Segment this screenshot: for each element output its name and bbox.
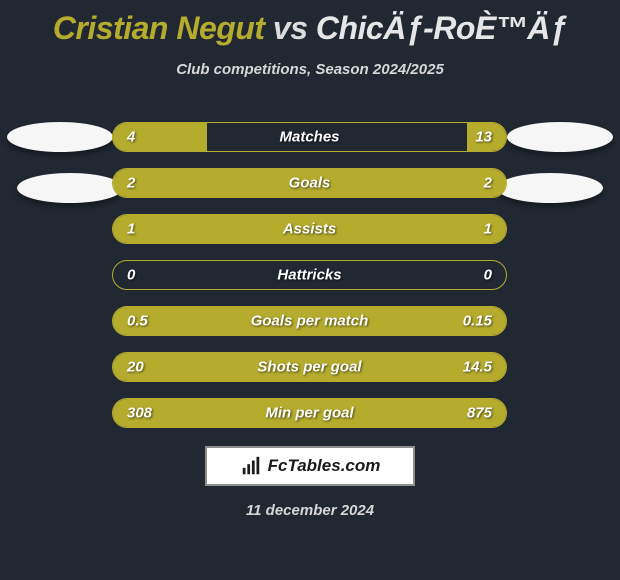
- stat-row: 0.5 0.15 Goals per match: [112, 306, 507, 336]
- bar-right: [310, 215, 507, 243]
- stat-row: 4 13 Matches: [112, 122, 507, 152]
- stat-row: 0 0 Hattricks: [112, 260, 507, 290]
- subtitle: Club competitions, Season 2024/2025: [0, 61, 620, 78]
- value-left: 2: [127, 175, 135, 192]
- player2-badge-oval-bottom: [497, 173, 603, 203]
- value-left: 308: [127, 405, 152, 422]
- stat-label: Matches: [279, 129, 339, 146]
- bar-left: [113, 169, 310, 197]
- value-left: 1: [127, 221, 135, 238]
- stat-row: 308 875 Min per goal: [112, 398, 507, 428]
- chart-icon: [240, 455, 262, 477]
- value-right: 875: [467, 405, 492, 422]
- date-label: 11 december 2024: [246, 502, 374, 519]
- stat-row: 2 2 Goals: [112, 168, 507, 198]
- value-right: 14.5: [463, 359, 492, 376]
- player1-name: Cristian Negut: [53, 10, 265, 46]
- player1-badge-oval-bottom: [17, 173, 123, 203]
- brand-badge: FcTables.com: [205, 446, 415, 486]
- value-left: 0: [127, 267, 135, 284]
- stat-row: 20 14.5 Shots per goal: [112, 352, 507, 382]
- stat-label: Assists: [283, 221, 336, 238]
- stat-label: Min per goal: [265, 405, 353, 422]
- brand-label: FcTables.com: [268, 456, 381, 476]
- stat-label: Shots per goal: [257, 359, 361, 376]
- stat-label: Goals: [289, 175, 331, 192]
- stats-rows: 4 13 Matches 2 2 Goals 1 1 Assists 0 0 Hattricks 0.5…: [112, 122, 507, 444]
- value-left: 4: [127, 129, 135, 146]
- player2-badge-oval-top: [507, 122, 613, 152]
- value-right: 13: [475, 129, 492, 146]
- bar-left: [113, 215, 310, 243]
- bar-right: [310, 169, 507, 197]
- value-right: 0.15: [463, 313, 492, 330]
- vs-label: vs: [273, 10, 308, 46]
- bar-right: [416, 307, 506, 335]
- value-left: 20: [127, 359, 144, 376]
- bar-right: [215, 399, 506, 427]
- value-right: 2: [484, 175, 492, 192]
- value-left: 0.5: [127, 313, 148, 330]
- value-right: 0: [484, 267, 492, 284]
- player2-name: ChicÄƒ-RoÈ™Äƒ: [316, 10, 567, 46]
- stat-row: 1 1 Assists: [112, 214, 507, 244]
- stat-label: Hattricks: [277, 267, 341, 284]
- stat-label: Goals per match: [251, 313, 369, 330]
- player1-badge-oval-top: [7, 122, 113, 152]
- comparison-title: Cristian Negut vs ChicÄƒ-RoÈ™Äƒ: [0, 0, 620, 47]
- value-right: 1: [484, 221, 492, 238]
